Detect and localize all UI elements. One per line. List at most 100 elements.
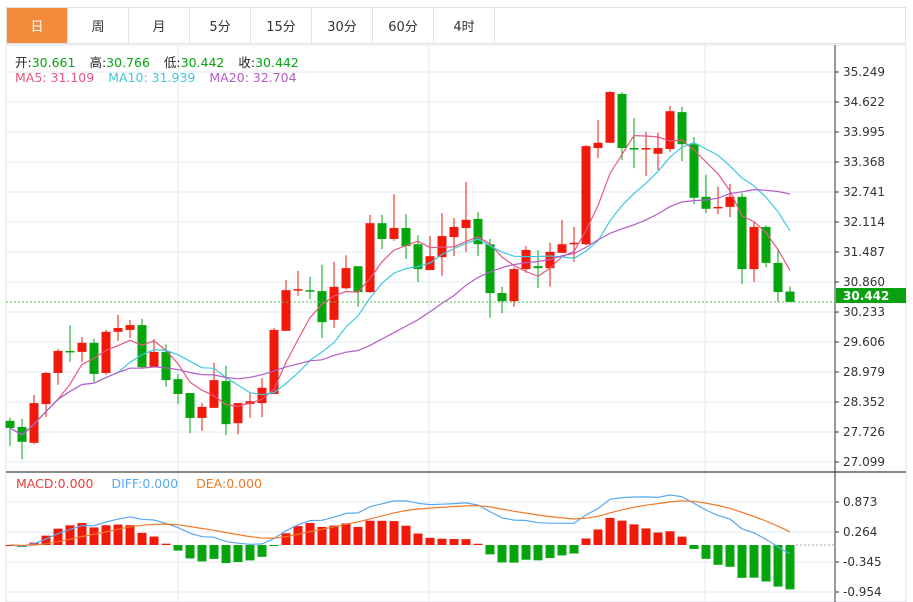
ma10-line bbox=[9, 142, 791, 436]
candle bbox=[293, 271, 303, 296]
ohlc-legend: 开:30.661 高:30.766 低:30.442 收:30.442 bbox=[15, 52, 309, 71]
tab-15min[interactable]: 15分 bbox=[251, 8, 312, 43]
candle-body bbox=[329, 286, 339, 320]
candle bbox=[413, 235, 423, 283]
candle bbox=[377, 215, 387, 250]
open-value: 30.661 bbox=[31, 55, 76, 70]
candle bbox=[317, 264, 327, 339]
candle bbox=[269, 327, 279, 395]
tab-4hour[interactable]: 4时 bbox=[434, 8, 495, 43]
candle-body bbox=[389, 227, 399, 239]
macd-histogram-bar bbox=[41, 535, 51, 546]
candle bbox=[461, 182, 471, 252]
candle bbox=[485, 238, 495, 318]
candle bbox=[449, 217, 459, 257]
close-value: 30.442 bbox=[255, 55, 299, 70]
macd-histogram-bar bbox=[605, 517, 615, 546]
candle bbox=[761, 225, 771, 268]
chart-frame bbox=[5, 44, 907, 602]
candle-body bbox=[485, 244, 495, 294]
price-tick-label: 35.249 bbox=[843, 65, 885, 79]
candle-body bbox=[317, 291, 327, 323]
candle bbox=[29, 394, 39, 445]
candle bbox=[725, 183, 735, 217]
candle bbox=[281, 280, 291, 331]
candle-body bbox=[209, 380, 219, 408]
candle bbox=[389, 193, 399, 241]
ma-legend: MA5: 31.109 MA10: 31.939 MA20: 32.704 bbox=[15, 70, 307, 85]
macd-histogram-bar bbox=[725, 545, 735, 567]
macd-histogram-bar bbox=[629, 524, 639, 546]
candle-body bbox=[77, 342, 87, 352]
tab-60min[interactable]: 60分 bbox=[373, 8, 434, 43]
macd-histogram-bar bbox=[521, 545, 531, 560]
candle bbox=[581, 145, 591, 246]
macd-histogram-bar bbox=[377, 520, 387, 546]
macd-histogram-bar bbox=[617, 520, 627, 546]
candle-body bbox=[257, 387, 267, 404]
macd-histogram-bar bbox=[713, 545, 723, 565]
candle bbox=[197, 403, 207, 431]
candle-body bbox=[605, 92, 615, 143]
candle bbox=[53, 349, 63, 385]
tab-day[interactable]: 日 bbox=[7, 8, 68, 43]
macd-histogram-bar bbox=[161, 543, 171, 546]
high-value: 30.766 bbox=[106, 55, 150, 70]
candle bbox=[437, 213, 447, 276]
macd-histogram-bar bbox=[389, 521, 399, 546]
macd-histogram-bar bbox=[473, 543, 483, 546]
tab-5min[interactable]: 5分 bbox=[190, 8, 251, 43]
candle-body bbox=[221, 381, 231, 425]
candle bbox=[773, 249, 783, 302]
macd-histogram-bar bbox=[545, 545, 555, 559]
candle bbox=[749, 222, 759, 283]
macd-histogram-bar bbox=[461, 539, 471, 546]
candle bbox=[653, 132, 663, 171]
price-tick-label: 28.979 bbox=[843, 365, 885, 379]
candle bbox=[209, 362, 219, 408]
macd-histogram-bar bbox=[641, 528, 651, 546]
macd-histogram-bar bbox=[497, 545, 507, 563]
macd-histogram-bar bbox=[737, 545, 747, 578]
low-label: 低: bbox=[163, 55, 181, 70]
candle bbox=[113, 315, 123, 341]
candle bbox=[125, 319, 135, 339]
macd-histogram-bar bbox=[305, 523, 315, 546]
ma10-legend: MA10: 31.939 bbox=[108, 70, 196, 85]
macd-histogram-bar bbox=[761, 545, 771, 582]
candle bbox=[305, 276, 315, 300]
macd-histogram-bar bbox=[593, 529, 603, 546]
macd-tick-label: -0.345 bbox=[843, 555, 882, 569]
candle-body bbox=[557, 244, 567, 253]
candle-body bbox=[149, 351, 159, 368]
tab-30min[interactable]: 30分 bbox=[312, 8, 373, 43]
candle bbox=[233, 403, 243, 435]
macd-tick-label: 0.873 bbox=[843, 495, 877, 509]
macd-histogram-bar bbox=[425, 537, 435, 546]
macd-histogram-bar bbox=[65, 525, 75, 546]
candle-body bbox=[569, 242, 579, 245]
macd-histogram-bar bbox=[449, 538, 459, 546]
tab-week[interactable]: 周 bbox=[68, 8, 129, 43]
macd-histogram-bar bbox=[149, 536, 159, 546]
macd-histogram-bar bbox=[233, 545, 243, 563]
candle bbox=[713, 186, 723, 215]
price-tick-label: 34.622 bbox=[843, 95, 885, 109]
price-tick-label: 27.099 bbox=[843, 455, 885, 469]
macd-histogram-bar bbox=[689, 545, 699, 549]
candle-body bbox=[689, 144, 699, 198]
macd-histogram-bar bbox=[209, 545, 219, 559]
macd-histogram-bar bbox=[197, 545, 207, 562]
tab-month[interactable]: 月 bbox=[129, 8, 190, 43]
macd-legend: MACD:0.000 DIFF:0.000 DEA:0.000 bbox=[16, 476, 272, 491]
candle bbox=[497, 286, 507, 314]
candle-body bbox=[449, 226, 459, 238]
candle-body bbox=[641, 148, 651, 150]
candle bbox=[221, 365, 231, 436]
macd-histogram-bar bbox=[101, 525, 111, 546]
candle-body bbox=[521, 249, 531, 270]
price-tick-label: 28.352 bbox=[843, 395, 885, 409]
open-label: 开: bbox=[15, 55, 32, 70]
